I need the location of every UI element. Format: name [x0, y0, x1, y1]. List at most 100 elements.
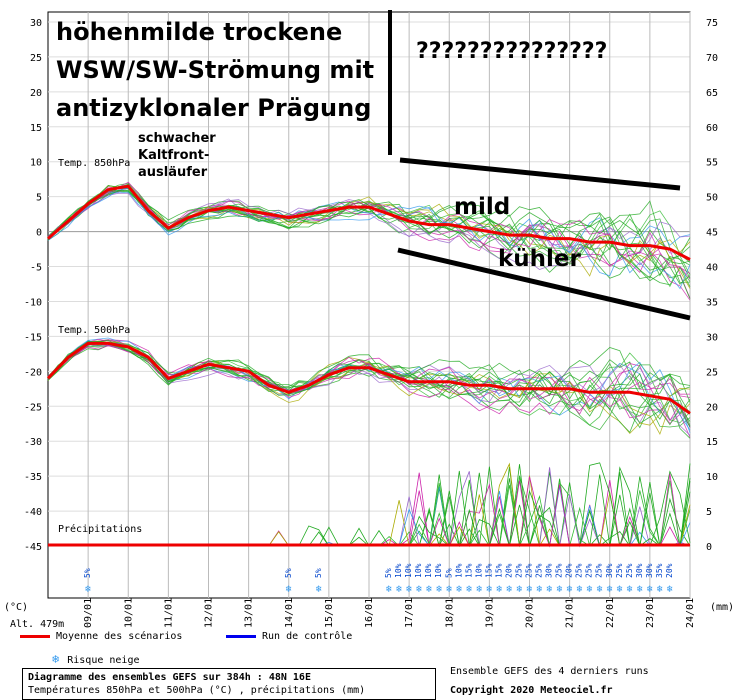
snowflake-icon: ❄: [537, 584, 544, 595]
right-tick-label: 55: [706, 158, 718, 169]
right-tick-label: 10: [706, 472, 718, 483]
snow-risk-percent: 20%: [565, 563, 574, 578]
snowflake-icon: ❄: [657, 584, 664, 595]
snow-risk-percent: 10%: [454, 563, 463, 578]
annotation-front-line2: Kaltfront-: [138, 148, 209, 163]
snowflake-icon: ❄: [506, 584, 513, 595]
snowflake-icon: ❄: [396, 584, 403, 595]
snowflake-icon: ❄: [316, 584, 323, 595]
snow-risk-percent: 25%: [525, 563, 534, 578]
left-tick-label: -15: [24, 332, 42, 343]
right-unit-label: (mm): [710, 602, 734, 613]
legend-control-swatch: [226, 634, 256, 638]
legend-control-label: Run de contrôle: [262, 631, 353, 642]
upper-trend-stroke: [399, 157, 681, 191]
x-tick-label: 10/01: [123, 598, 134, 628]
left-tick-label: -20: [24, 367, 42, 378]
left-tick-label: -35: [24, 472, 42, 483]
lower-trend-stroke: [397, 247, 691, 321]
snowflake-icon: ❄: [476, 584, 483, 595]
snow-risk-percent: 25%: [615, 563, 624, 578]
x-tick-label: 23/01: [645, 598, 656, 628]
annotation-kuehler: kühler: [498, 246, 582, 272]
x-tick-label: 17/01: [404, 598, 415, 628]
legend-control: Run de contrôle: [226, 631, 352, 642]
chart-subtitle: Températures 850hPa et 500hPa (°C) , pré…: [28, 685, 366, 696]
snowflake-icon: ❄: [386, 584, 393, 595]
annotation-title-line3: antizyklonaler Prägung: [56, 94, 371, 122]
snowflake-icon: ❄: [567, 584, 574, 595]
snowflake-icon: ❄: [406, 584, 413, 595]
snowflake-icon: ❄: [85, 584, 92, 595]
snow-risk-percent: 20%: [665, 563, 674, 578]
right-tick-label: 50: [706, 193, 718, 204]
left-tick-label: 5: [36, 193, 42, 204]
snow-risk-percent: 25%: [575, 563, 584, 578]
x-tick-label: 14/01: [284, 598, 295, 628]
right-tick-label: 70: [706, 53, 718, 64]
x-tick-label: 09/01: [83, 598, 94, 628]
snowflake-icon: ❄: [577, 584, 584, 595]
left-tick-label: 0: [36, 228, 42, 239]
left-unit-label: (°C): [4, 602, 28, 613]
snow-risk-percent: 25%: [625, 563, 634, 578]
panel-label-precip: Précipitations: [58, 523, 142, 535]
left-tick-label: -10: [24, 297, 42, 308]
right-tick-label: 75: [706, 18, 718, 29]
right-tick-label: 0: [706, 542, 712, 553]
left-tick-label: 30: [30, 18, 42, 29]
snowflake-icon: ❄: [617, 584, 624, 595]
snow-risk-percent: 35%: [655, 563, 664, 578]
x-tick-label: 21/01: [565, 598, 576, 628]
chart-title-box: Diagramme des ensembles GEFS sur 384h : …: [22, 668, 436, 700]
left-tick-label: -25: [24, 402, 42, 413]
chart-title: Diagramme des ensembles GEFS sur 384h : …: [28, 672, 311, 683]
axes: 302520151050-5-10-15-20-25-30-35-40-4575…: [24, 18, 718, 628]
left-tick-label: 15: [30, 123, 42, 134]
x-tick-label: 19/01: [484, 598, 495, 628]
snowflake-icon: ❄: [637, 584, 644, 595]
legend-snow: ❄ Risque neige: [52, 652, 139, 666]
snowflake-icon: ❄: [446, 584, 453, 595]
right-tick-label: 65: [706, 88, 718, 99]
snowflake-icon: ❄: [516, 584, 523, 595]
left-tick-label: -45: [24, 542, 42, 553]
snowflake-icon: ❄: [416, 584, 423, 595]
snow-risk-percent: 10%: [414, 563, 423, 578]
legend-mean-label: Moyenne des scénarios: [56, 631, 183, 642]
snowflake-icon: ❄: [607, 584, 614, 595]
mean-line: [46, 341, 691, 415]
x-tick-label: 16/01: [364, 598, 375, 628]
snowflake-icon: ❄: [286, 584, 293, 595]
snow-risk-percent: 15%: [494, 563, 503, 578]
snowflake-icon: ❄: [597, 584, 604, 595]
right-tick-label: 20: [706, 402, 718, 413]
snow-risk-percent: 25%: [595, 563, 604, 578]
ensemble-member-line: [47, 187, 691, 290]
right-tick-label: 45: [706, 228, 718, 239]
legend-mean: Moyenne des scénarios: [20, 631, 182, 642]
ensemble-member-line: [47, 192, 691, 257]
annotation-front-line3: ausläufer: [138, 165, 208, 180]
snow-risk-percent: 10%: [404, 563, 413, 578]
snow-risk-percent: 5%: [314, 568, 323, 578]
snow-risk-percent: 25%: [555, 563, 564, 578]
x-tick-label: 12/01: [204, 598, 215, 628]
legend-snow-label: Risque neige: [67, 655, 140, 666]
left-tick-label: -40: [24, 507, 42, 518]
mean-lines: [46, 184, 691, 547]
snow-risk-percent: 25%: [514, 563, 523, 578]
left-tick-label: 10: [30, 158, 42, 169]
snowflake-icon: ❄: [486, 584, 493, 595]
snowflake-icon: ❄: [426, 584, 433, 595]
snow-risk-percent: 5%: [83, 568, 92, 578]
snow-risk-row: 5%❄5%❄5%❄5%❄10%❄10%❄10%❄10%❄10%❄5%❄10%❄1…: [83, 563, 674, 595]
right-tick-label: 30: [706, 332, 718, 343]
x-tick-label: 13/01: [244, 598, 255, 628]
snowflake-icon: ❄: [52, 652, 60, 666]
snowflake-icon: ❄: [466, 584, 473, 595]
snow-risk-percent: 15%: [464, 563, 473, 578]
ensemble-member-line: [47, 342, 691, 428]
snow-risk-percent: 15%: [484, 563, 493, 578]
